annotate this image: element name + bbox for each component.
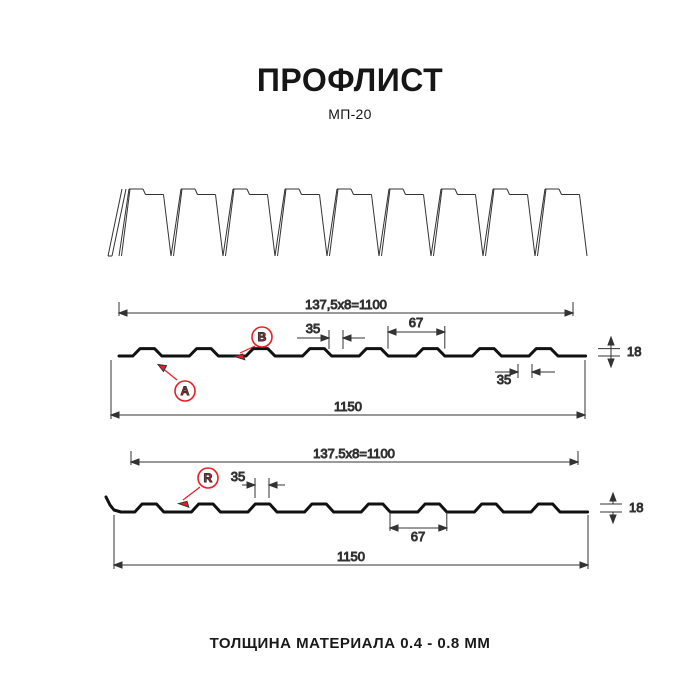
svg-text:137.5x8=1100: 137.5x8=1100	[313, 446, 395, 461]
svg-text:35: 35	[231, 469, 245, 484]
svg-text:A: A	[181, 384, 190, 398]
svg-text:МП-20: МП-20	[328, 106, 371, 122]
svg-text:35: 35	[306, 321, 320, 336]
svg-text:18: 18	[627, 344, 641, 359]
svg-text:67: 67	[411, 529, 425, 544]
svg-text:R: R	[204, 471, 213, 485]
svg-text:35: 35	[497, 372, 511, 387]
svg-text:ТОЛЩИНА МАТЕРИАЛА 0.4 - 0.8 ММ: ТОЛЩИНА МАТЕРИАЛА 0.4 - 0.8 ММ	[210, 635, 491, 652]
svg-text:18: 18	[629, 500, 643, 515]
svg-text:ПРОФЛИСТ: ПРОФЛИСТ	[257, 62, 443, 98]
svg-text:67: 67	[409, 315, 423, 330]
svg-text:1150: 1150	[337, 549, 365, 564]
svg-text:1150: 1150	[334, 399, 362, 414]
svg-text:137,5x8=1100: 137,5x8=1100	[305, 297, 387, 312]
svg-text:B: B	[258, 330, 267, 344]
